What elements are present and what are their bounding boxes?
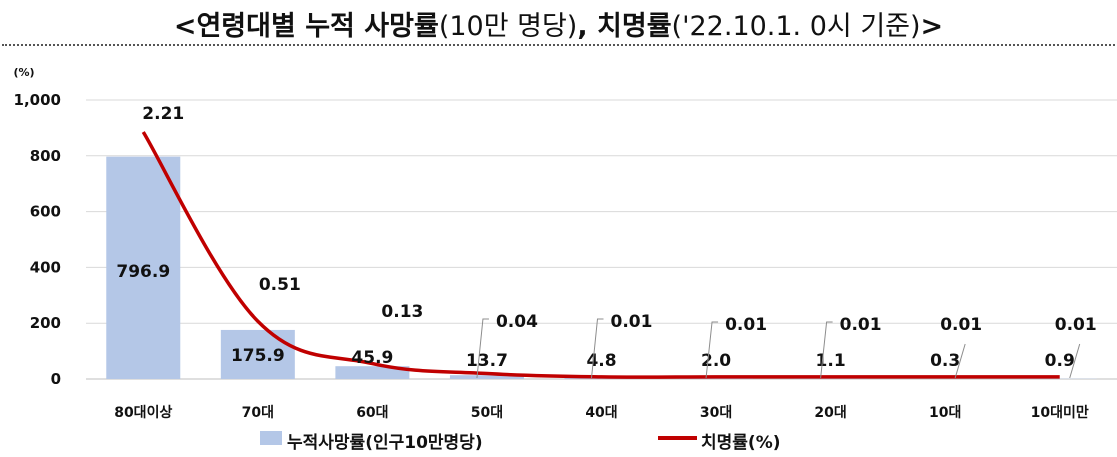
y-tick-label: 600 — [30, 203, 61, 221]
legend-label-line: 치명률(%) — [701, 433, 781, 453]
bar-data-label: 796.9 — [116, 262, 170, 282]
fatality-rate-line — [141, 131, 1060, 379]
line-data-label: 0.01 — [725, 315, 767, 335]
bar-data-label: 175.9 — [231, 346, 285, 366]
x-tick-label: 40대 — [585, 405, 617, 421]
bar-data-label: 0.9 — [1045, 351, 1075, 371]
legend-label-bar: 누적사망률(인구10만명당) — [287, 433, 483, 453]
label-leader-line — [476, 318, 489, 379]
x-tick-label: 10대 — [929, 405, 961, 421]
bar — [449, 375, 524, 379]
bar-data-label: 13.7 — [466, 351, 508, 371]
title-main: 연령대별 누적 사망률 — [196, 11, 439, 42]
title-sub1: (10만 명당) — [438, 11, 578, 42]
line-data-label: 0.04 — [496, 312, 538, 332]
line-data-label: 0.13 — [381, 302, 423, 322]
y-tick-label: 400 — [30, 258, 61, 276]
x-tick-label: 70대 — [242, 405, 274, 421]
y-tick-label: 0 — [51, 370, 61, 388]
line-data-label: 0.01 — [940, 315, 982, 335]
title-open: < — [173, 11, 197, 42]
label-leader-line — [591, 318, 604, 379]
line-data-label: 0.51 — [259, 275, 301, 295]
title-divider — [2, 44, 1115, 46]
bar-data-label: 1.1 — [816, 351, 846, 371]
line-data-label: 0.01 — [1055, 315, 1097, 335]
bar — [106, 156, 181, 379]
y-tick-label: 1,000 — [14, 91, 61, 109]
y-tick-label: 200 — [30, 314, 61, 332]
label-leader-line — [954, 343, 966, 379]
line-data-label: 0.01 — [840, 315, 882, 335]
y-axis-unit: (%) — [13, 66, 34, 79]
x-tick-label: 10대미만 — [1031, 405, 1089, 421]
x-tick-label: 60대 — [356, 405, 388, 421]
chart-title: <연령대별 누적 사망률(10만 명당), 치명률('22.10.1. 0시 기… — [0, 4, 1117, 43]
bar-data-label: 2.0 — [701, 351, 731, 371]
y-tick-label: 800 — [30, 147, 61, 165]
label-leader-line — [1069, 343, 1081, 379]
bar — [220, 329, 295, 379]
label-leader-line — [705, 321, 719, 379]
legend-swatch-bar — [260, 431, 282, 445]
bar — [335, 366, 410, 379]
title-close: > — [920, 11, 944, 42]
bar-data-label: 45.9 — [351, 348, 393, 368]
label-leader-line — [820, 321, 833, 379]
bar-data-label: 4.8 — [586, 351, 616, 371]
title-comma: , — [577, 11, 598, 42]
x-tick-label: 30대 — [700, 405, 732, 421]
line-data-label: 2.21 — [142, 104, 184, 124]
title-sub2: ('22.10.1. 0시 기준) — [671, 11, 921, 42]
line-data-label: 0.01 — [611, 312, 653, 332]
x-tick-label: 80대이상 — [114, 404, 172, 421]
x-tick-label: 20대 — [814, 405, 846, 421]
title-main2: 치명률 — [597, 11, 672, 42]
bar-data-label: 0.3 — [930, 351, 960, 371]
x-tick-label: 50대 — [471, 405, 503, 421]
bar — [679, 378, 754, 379]
